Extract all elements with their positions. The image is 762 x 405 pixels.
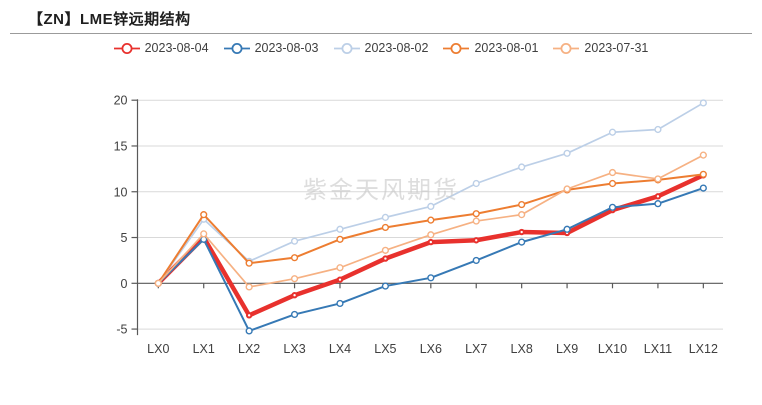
- legend-item-2023-08-02[interactable]: 2023-08-02: [333, 41, 429, 55]
- y-tick-label: -5: [116, 323, 127, 337]
- series-marker-2023-08-03: [290, 310, 299, 319]
- series-line-2023-08-02: [157, 102, 705, 285]
- series-marker-2023-08-02: [518, 163, 526, 171]
- x-tick-label: LX8: [511, 342, 533, 356]
- series-line-2023-08-01: [157, 173, 705, 285]
- legend-label: 2023-08-04: [144, 41, 209, 55]
- legend-marker-icon: [553, 42, 580, 54]
- x-tick-label: LX6: [420, 342, 442, 356]
- series-marker-2023-07-31: [154, 279, 162, 287]
- series-marker-2023-08-02: [336, 225, 344, 233]
- legend-label: 2023-08-02: [364, 41, 429, 55]
- x-tick-label: LX4: [329, 342, 351, 356]
- chart-legend: 2023-08-04 2023-08-03 2023-08-02 2023-08-01…: [0, 39, 762, 57]
- x-tick-label: LX7: [465, 342, 487, 356]
- series-marker-2023-08-02: [563, 149, 571, 157]
- series-marker-2023-08-04: [518, 228, 525, 236]
- y-tick-label: 10: [114, 185, 128, 199]
- series-marker-2023-08-01: [427, 216, 435, 224]
- x-tick-label: LX5: [374, 342, 396, 356]
- legend-marker-icon: [113, 42, 140, 54]
- series-marker-2023-07-31: [472, 217, 480, 225]
- series-marker-2023-08-03: [608, 203, 617, 211]
- legend-label: 2023-08-01: [474, 41, 539, 55]
- series-marker-2023-07-31: [381, 246, 390, 254]
- series-marker-2023-08-03: [654, 200, 662, 208]
- series-marker-2023-08-01: [381, 223, 390, 232]
- x-tick-label: LX11: [644, 342, 672, 356]
- series-marker-2023-07-31: [654, 175, 662, 183]
- series-marker-2023-08-04: [336, 276, 344, 283]
- series-marker-2023-08-01: [608, 179, 617, 188]
- legend-marker-icon: [333, 42, 360, 54]
- series-marker-2023-07-31: [563, 185, 571, 193]
- series-marker-2023-07-31: [518, 211, 526, 219]
- series-marker-2023-07-31: [427, 231, 435, 239]
- series-marker-2023-08-01: [336, 235, 344, 243]
- series-marker-2023-08-03: [472, 256, 480, 265]
- page-title: 【ZN】LME锌远期结构: [28, 11, 191, 28]
- legend-item-2023-08-04[interactable]: 2023-08-04: [113, 41, 209, 55]
- title-divider: [10, 33, 752, 34]
- legend-item-2023-07-31[interactable]: 2023-07-31: [553, 41, 648, 55]
- series-marker-2023-08-02: [654, 125, 662, 134]
- series-marker-2023-08-04: [427, 238, 435, 246]
- y-tick-label: 20: [114, 94, 128, 108]
- x-tick-label: LX12: [689, 342, 718, 356]
- series-marker-2023-08-04: [291, 292, 298, 299]
- x-tick-label: LX2: [238, 342, 260, 356]
- series-marker-2023-08-02: [381, 213, 390, 221]
- series-marker-2023-08-03: [563, 225, 571, 233]
- series-marker-2023-08-01: [699, 170, 707, 178]
- series-marker-2023-08-01: [200, 211, 208, 219]
- series-marker-2023-08-04: [382, 255, 389, 262]
- legend-label: 2023-08-03: [254, 41, 319, 55]
- series-marker-2023-08-04: [473, 237, 480, 244]
- series-marker-2023-08-02: [699, 99, 707, 107]
- x-tick-label: LX3: [283, 342, 305, 356]
- series-marker-2023-08-02: [427, 202, 435, 210]
- legend-label: 2023-07-31: [584, 41, 649, 55]
- series-marker-2023-08-03: [427, 274, 435, 282]
- series-marker-2023-08-04: [654, 193, 662, 200]
- series-marker-2023-08-03: [336, 299, 344, 308]
- legend-marker-icon: [443, 42, 470, 54]
- y-tick-label: 0: [121, 277, 128, 291]
- series-marker-2023-08-03: [381, 282, 390, 290]
- series-line-2023-08-04: [156, 173, 706, 318]
- series-marker-2023-08-04: [245, 312, 253, 319]
- series-marker-2023-07-31: [290, 275, 299, 283]
- x-tick-label: LX9: [556, 342, 578, 356]
- series-marker-2023-08-01: [518, 200, 526, 209]
- series-marker-2023-08-02: [472, 179, 480, 188]
- series-marker-2023-08-01: [245, 259, 253, 267]
- series-marker-2023-08-03: [699, 184, 707, 192]
- series-marker-2023-07-31: [608, 168, 617, 177]
- y-tick-label: 5: [121, 231, 128, 245]
- legend-marker-icon: [223, 42, 250, 54]
- x-tick-label: LX1: [193, 342, 215, 356]
- series-marker-2023-08-01: [290, 254, 299, 262]
- series-marker-2023-08-03: [518, 238, 526, 246]
- x-tick-label: LX0: [147, 342, 169, 356]
- series-marker-2023-08-03: [245, 327, 253, 335]
- series-marker-2023-07-31: [699, 151, 707, 159]
- series-marker-2023-08-01: [472, 210, 480, 218]
- legend-item-2023-08-03[interactable]: 2023-08-03: [223, 41, 319, 55]
- series-marker-2023-08-02: [608, 128, 617, 136]
- series-marker-2023-07-31: [245, 283, 253, 291]
- x-tick-label: LX10: [598, 342, 627, 356]
- series-marker-2023-07-31: [200, 230, 208, 238]
- y-tick-label: 15: [114, 139, 128, 153]
- series-marker-2023-07-31: [336, 264, 344, 272]
- series-marker-2023-08-02: [290, 237, 299, 245]
- legend-item-2023-08-01[interactable]: 2023-08-01: [443, 41, 538, 55]
